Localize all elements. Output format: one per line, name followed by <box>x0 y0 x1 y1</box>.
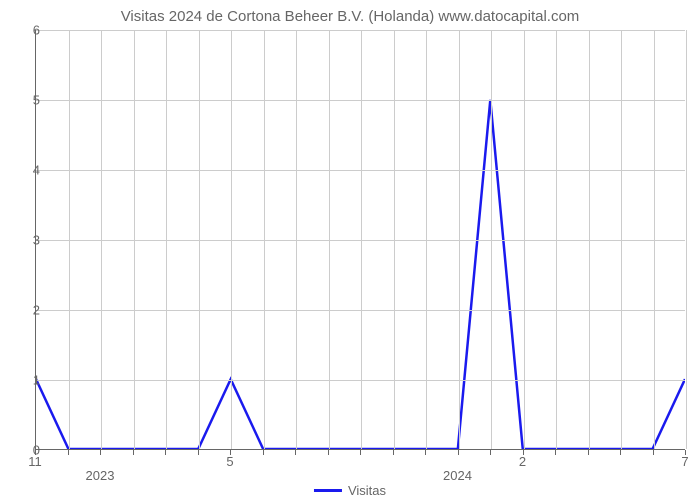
y-tick-label: 6 <box>33 23 40 38</box>
x-major-label: 2024 <box>443 468 472 483</box>
grid-line-v <box>264 30 265 449</box>
x-tick <box>620 450 621 455</box>
grid-line-v <box>654 30 655 449</box>
y-tick-label: 3 <box>33 233 40 248</box>
x-tick-label: 11 <box>28 454 42 469</box>
grid-line-v <box>69 30 70 449</box>
x-tick <box>490 450 491 455</box>
x-tick <box>458 450 459 455</box>
legend-swatch <box>314 489 342 492</box>
grid-line-v <box>296 30 297 449</box>
y-tick-label: 5 <box>33 93 40 108</box>
x-tick <box>328 450 329 455</box>
grid-line-v <box>426 30 427 449</box>
x-tick <box>360 450 361 455</box>
grid-line-v <box>199 30 200 449</box>
y-tick-label: 4 <box>33 163 40 178</box>
chart-container: Visitas 2024 de Cortona Beheer B.V. (Hol… <box>0 0 700 500</box>
grid-line-v <box>556 30 557 449</box>
grid-line-v <box>134 30 135 449</box>
grid-line-v <box>101 30 102 449</box>
grid-line-v <box>329 30 330 449</box>
x-tick <box>653 450 654 455</box>
x-tick-label: 2 <box>519 454 526 469</box>
x-tick <box>393 450 394 455</box>
x-tick <box>198 450 199 455</box>
y-tick-label: 2 <box>33 303 40 318</box>
grid-line-v <box>524 30 525 449</box>
x-tick <box>100 450 101 455</box>
y-tick-label: 1 <box>33 373 40 388</box>
x-major-label: 2023 <box>86 468 115 483</box>
grid-line-v <box>459 30 460 449</box>
chart-title: Visitas 2024 de Cortona Beheer B.V. (Hol… <box>0 0 700 25</box>
grid-line-v <box>361 30 362 449</box>
x-tick <box>165 450 166 455</box>
plot-area <box>35 30 685 450</box>
grid-line-v <box>491 30 492 449</box>
grid-line-v <box>589 30 590 449</box>
legend-label: Visitas <box>348 483 386 498</box>
x-tick <box>425 450 426 455</box>
x-tick-label: 5 <box>226 454 233 469</box>
x-tick <box>588 450 589 455</box>
grid-line-v <box>686 30 687 449</box>
x-tick <box>295 450 296 455</box>
x-tick <box>263 450 264 455</box>
grid-line-v <box>166 30 167 449</box>
x-tick <box>555 450 556 455</box>
x-tick <box>68 450 69 455</box>
x-tick <box>133 450 134 455</box>
grid-line-v <box>394 30 395 449</box>
grid-line-v <box>621 30 622 449</box>
grid-line-v <box>231 30 232 449</box>
legend: Visitas <box>314 483 386 498</box>
x-tick-label: 7 <box>681 454 688 469</box>
